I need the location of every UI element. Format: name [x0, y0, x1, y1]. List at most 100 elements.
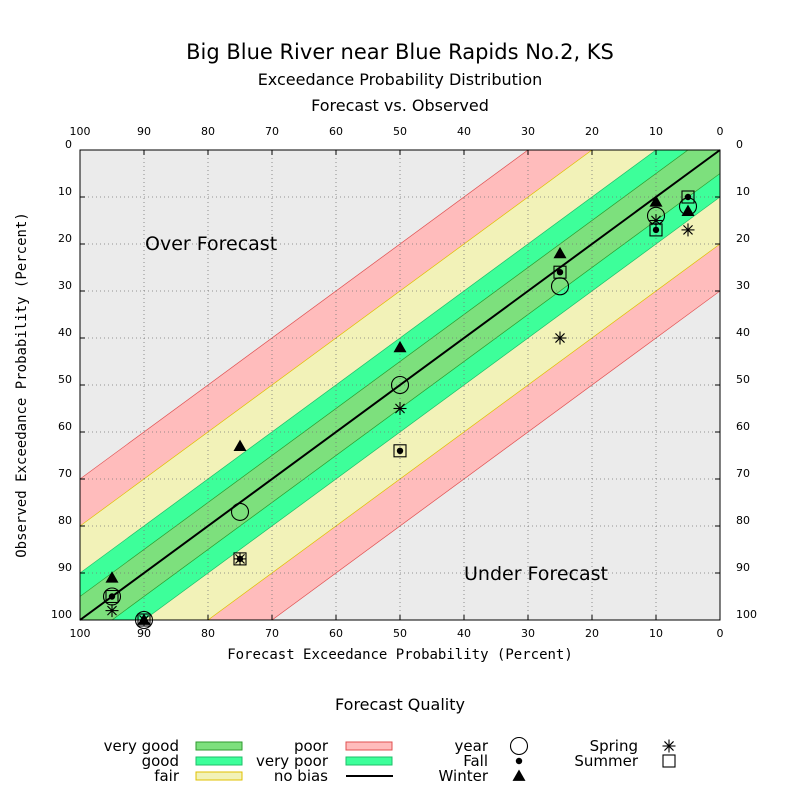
- legend-swatch-very-good: [195, 741, 243, 751]
- legend-marker-summer: [662, 754, 676, 768]
- legend-label-good: good: [142, 752, 179, 770]
- legend-marker-year: [509, 736, 529, 756]
- under-forecast-label: Under Forecast: [464, 563, 608, 585]
- x-tick-label-bottom: 20: [585, 627, 599, 640]
- y-tick-label-left: 10: [58, 185, 72, 198]
- x-tick-label-bottom: 40: [457, 627, 471, 640]
- y-tick-label-right: 30: [736, 279, 750, 292]
- no-bias-line: [79, 149, 721, 621]
- y-tick-label-left: 60: [58, 420, 72, 433]
- x-axis-label: Forecast Exceedance Probability (Percent…: [227, 647, 573, 663]
- year-point: [230, 502, 250, 521]
- x-tick-label-top: 0: [717, 125, 724, 138]
- spring-point: [649, 214, 663, 227]
- x-tick-label-bottom: 90: [137, 627, 151, 640]
- summer-point: [393, 444, 407, 458]
- summer-point: [553, 265, 567, 279]
- spring-point: [553, 331, 567, 345]
- x-tick-label-top: 90: [137, 125, 151, 138]
- winter-point: [649, 195, 663, 207]
- legend-label-very-good: very good: [104, 737, 179, 755]
- chart-subtitle-2: Forecast vs. Observed: [311, 96, 489, 115]
- legend-label-spring: Spring: [590, 737, 638, 755]
- y-tick-label-right: 0: [736, 138, 743, 151]
- summer-point: [105, 589, 119, 604]
- winter-point: [105, 571, 119, 583]
- x-tick-label-top: 30: [521, 125, 535, 138]
- chart-title: Big Blue River near Blue Rapids No.2, KS: [186, 40, 614, 64]
- legend-swatch-very-poor: [345, 756, 393, 766]
- x-tick-label-top: 80: [201, 125, 215, 138]
- legend-label-winter: Winter: [439, 767, 489, 785]
- year-point: [390, 375, 410, 395]
- y-tick-label-right: 100: [736, 608, 757, 621]
- x-tick-label-bottom: 10: [649, 627, 663, 640]
- legend-label-summer: Summer: [574, 752, 638, 770]
- x-tick-label-top: 60: [329, 125, 343, 138]
- winter-point: [233, 439, 247, 451]
- y-tick-label-left: 70: [58, 467, 72, 480]
- legend-swatch-poor: [345, 741, 393, 751]
- y-tick-label-right: 50: [736, 373, 750, 386]
- over-forecast-label: Over Forecast: [145, 233, 277, 255]
- legend-title: Forecast Quality: [335, 695, 465, 714]
- y-tick-label-left: 90: [58, 561, 72, 574]
- legend-label-year: year: [455, 737, 489, 755]
- legend-label-no-bias: no bias: [274, 767, 328, 785]
- legend-swatch-fair: [195, 771, 243, 781]
- x-tick-label-bottom: 100: [70, 627, 91, 640]
- summer-point: [681, 190, 695, 204]
- spring-point: [233, 552, 247, 566]
- fall-point: [108, 593, 116, 600]
- legend-label-poor: poor: [294, 737, 329, 755]
- x-tick-label-bottom: 80: [201, 627, 215, 640]
- legend-label-fall: Fall: [463, 752, 488, 770]
- x-tick-label-top: 10: [649, 125, 663, 138]
- data-points: [102, 190, 698, 630]
- winter-point: [393, 340, 407, 353]
- x-tick-label-top: 70: [265, 125, 279, 138]
- y-axis-label: Observed Exceedance Probability (Percent…: [14, 212, 30, 558]
- y-tick-label-left: 0: [65, 138, 72, 151]
- winter-point: [553, 246, 567, 259]
- x-tick-label-bottom: 60: [329, 627, 343, 640]
- x-tick-label-top: 40: [457, 125, 471, 138]
- legend-marker-fall: [515, 757, 523, 765]
- fall-point: [652, 226, 660, 234]
- legend-marker-spring: [662, 739, 676, 753]
- legend-swatch-good: [195, 756, 243, 766]
- spring-point: [681, 223, 695, 237]
- y-tick-label-left: 100: [51, 608, 72, 621]
- y-tick-label-right: 80: [736, 514, 750, 527]
- y-tick-label-left: 80: [58, 514, 72, 527]
- summer-point: [649, 223, 663, 237]
- legend-label-very-poor: very poor: [256, 752, 329, 770]
- y-tick-label-right: 90: [736, 561, 750, 574]
- winter-point: [681, 204, 695, 216]
- y-tick-label-right: 60: [736, 420, 750, 433]
- spring-point: [105, 604, 119, 618]
- fall-point: [396, 447, 404, 454]
- y-tick-label-left: 50: [58, 373, 72, 386]
- spring-point: [393, 402, 407, 415]
- x-tick-label-top: 50: [393, 125, 407, 138]
- legend-label-fair: fair: [154, 767, 180, 785]
- y-tick-label-right: 10: [736, 185, 750, 198]
- y-tick-label-right: 20: [736, 232, 750, 245]
- y-tick-label-right: 40: [736, 326, 750, 339]
- y-tick-label-left: 40: [58, 326, 72, 339]
- x-tick-label-bottom: 70: [265, 627, 279, 640]
- y-tick-label-left: 30: [58, 279, 72, 292]
- year-point: [134, 610, 154, 630]
- summer-point: [137, 613, 151, 627]
- legend-marker-winter: [512, 769, 526, 781]
- x-tick-label-bottom: 30: [521, 627, 535, 640]
- fall-point: [684, 193, 692, 201]
- x-tick-label-top: 100: [70, 125, 91, 138]
- x-tick-label-bottom: 50: [393, 627, 407, 640]
- x-tick-label-top: 20: [585, 125, 599, 138]
- fall-point: [556, 269, 564, 276]
